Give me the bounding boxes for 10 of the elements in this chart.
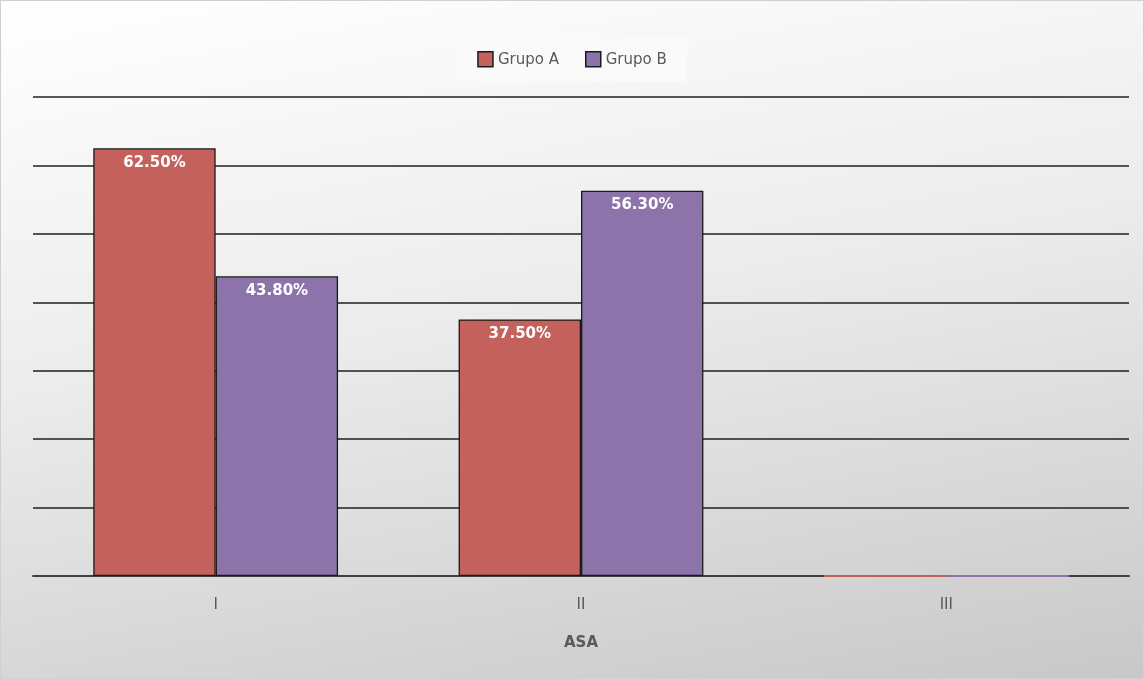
data-label: 56.30% [610, 195, 674, 214]
data-label: 37.50% [488, 323, 552, 342]
x-tick-label: III [939, 594, 953, 613]
x-tick-label: II [576, 594, 586, 613]
data-label: 43.80% [245, 280, 309, 299]
x-tick-label: I [213, 594, 218, 613]
x-axis-title: ASA [563, 632, 599, 651]
legend-label: Grupo A [497, 50, 560, 69]
data-label: 62.50% [123, 152, 186, 171]
legend-label: Grupo B [605, 50, 667, 69]
